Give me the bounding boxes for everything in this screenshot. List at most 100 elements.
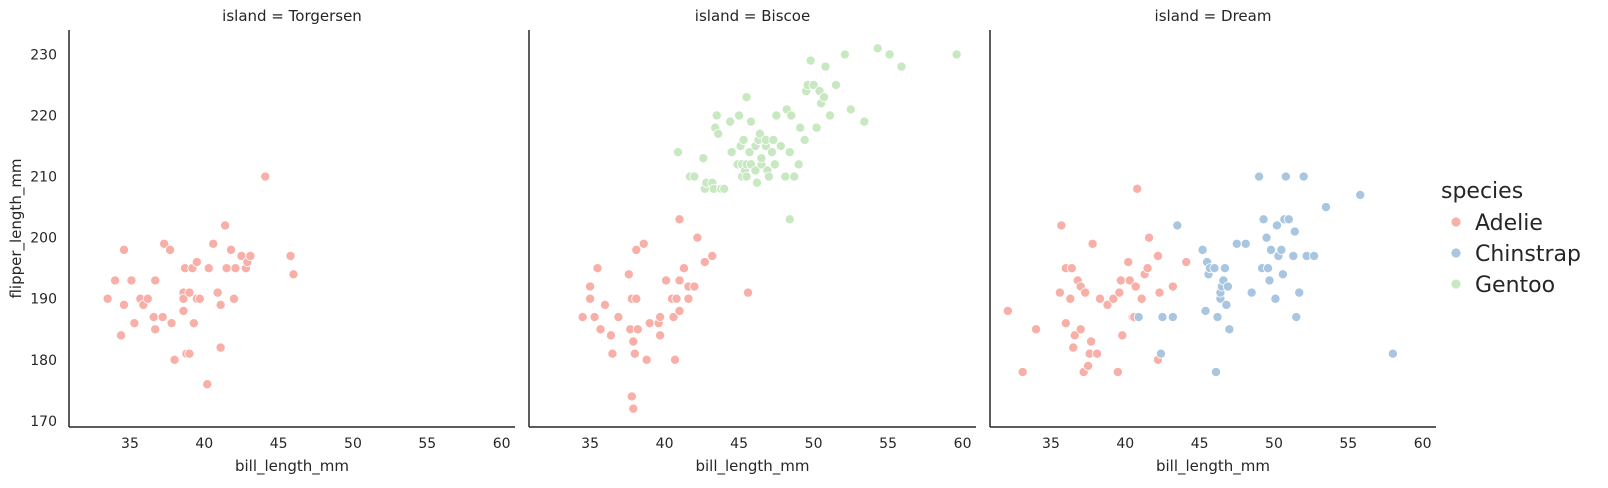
data-point-adelie — [699, 257, 710, 268]
data-point-gentoo — [784, 214, 795, 225]
data-point-gentoo — [784, 147, 795, 158]
data-point-adelie — [166, 318, 177, 329]
data-point-chinstrap — [1355, 189, 1366, 200]
data-point-gentoo — [872, 43, 883, 54]
x-tick-label: 50 — [344, 436, 362, 452]
data-point-adelie — [668, 312, 679, 323]
x-axis-label: bill_length_mm — [695, 457, 809, 476]
y-tick-label: 170 — [30, 414, 57, 430]
data-point-gentoo — [786, 110, 797, 121]
data-point-chinstrap — [1231, 238, 1242, 249]
data-point-adelie — [229, 293, 240, 304]
data-point-adelie — [644, 318, 655, 329]
data-point-gentoo — [845, 104, 856, 115]
data-point-adelie — [1130, 281, 1141, 292]
data-point-adelie — [1123, 257, 1134, 268]
legend-marker-adelie — [1450, 216, 1462, 228]
data-point-gentoo — [713, 128, 724, 139]
data-point-adelie — [631, 244, 642, 255]
x-tick-label: 60 — [954, 436, 972, 452]
data-point-adelie — [1060, 318, 1071, 329]
data-point-chinstrap — [1263, 263, 1274, 274]
data-point-adelie — [221, 263, 232, 274]
legend-title: species — [1441, 179, 1523, 204]
data-point-adelie — [585, 281, 596, 292]
data-point-adelie — [1154, 287, 1165, 298]
data-point-chinstrap — [1276, 244, 1287, 255]
data-point-adelie — [119, 299, 130, 310]
data-point-gentoo — [756, 153, 767, 164]
x-tick-label: 50 — [1265, 436, 1283, 452]
y-tick-label: 190 — [30, 292, 57, 308]
data-point-chinstrap — [1133, 312, 1144, 323]
data-point-gentoo — [811, 122, 822, 133]
data-point-gentoo — [698, 153, 709, 164]
data-point-gentoo — [741, 92, 752, 103]
legend-label-adelie: Adelie — [1475, 211, 1543, 236]
data-point-adelie — [184, 348, 195, 359]
data-point-adelie — [226, 244, 237, 255]
data-point-adelie — [613, 312, 624, 323]
data-point-gentoo — [754, 128, 765, 139]
data-point-chinstrap — [1320, 202, 1331, 213]
data-point-adelie — [260, 171, 271, 182]
data-point-chinstrap — [1200, 305, 1211, 316]
data-point-gentoo — [795, 122, 806, 133]
data-point-chinstrap — [1240, 238, 1251, 249]
data-point-chinstrap — [1157, 312, 1168, 323]
data-point-adelie — [1181, 257, 1192, 268]
data-point-adelie — [188, 318, 199, 329]
data-point-gentoo — [808, 79, 819, 90]
data-point-adelie — [165, 244, 176, 255]
data-point-adelie — [116, 330, 127, 341]
data-point-adelie — [1112, 367, 1123, 378]
data-point-adelie — [110, 275, 121, 286]
data-point-adelie — [126, 275, 137, 286]
data-point-gentoo — [839, 49, 850, 60]
x-tick-label: 45 — [270, 436, 288, 452]
data-point-gentoo — [820, 61, 831, 72]
legend-marker-chinstrap — [1450, 247, 1462, 259]
x-tick-label: 35 — [1042, 436, 1060, 452]
data-point-chinstrap — [1246, 287, 1257, 298]
data-point-adelie — [683, 293, 694, 304]
data-point-adelie — [599, 299, 610, 310]
data-point-adelie — [208, 238, 219, 249]
data-point-adelie — [142, 293, 153, 304]
data-point-gentoo — [719, 183, 730, 194]
data-point-gentoo — [789, 171, 800, 182]
data-point-adelie — [150, 275, 161, 286]
data-point-gentoo — [766, 147, 777, 158]
data-point-adelie — [1132, 183, 1143, 194]
data-point-chinstrap — [1155, 348, 1166, 359]
data-point-adelie — [150, 324, 161, 335]
data-point-adelie — [1056, 220, 1067, 231]
x-tick-label: 35 — [581, 436, 599, 452]
data-point-chinstrap — [1172, 220, 1183, 231]
data-point-gentoo — [819, 92, 830, 103]
x-axis-label: bill_length_mm — [235, 457, 349, 476]
data-point-adelie — [577, 312, 588, 323]
data-point-adelie — [1086, 336, 1097, 347]
data-point-gentoo — [763, 171, 774, 182]
data-point-adelie — [184, 287, 195, 298]
x-tick-label: 40 — [1116, 436, 1134, 452]
data-point-adelie — [148, 312, 159, 323]
data-point-adelie — [1068, 342, 1079, 353]
data-point-adelie — [178, 293, 189, 304]
x-tick-label: 60 — [493, 436, 511, 452]
data-point-adelie — [129, 318, 140, 329]
data-point-gentoo — [689, 171, 700, 182]
data-point-adelie — [1102, 299, 1113, 310]
data-point-adelie — [743, 287, 754, 298]
facet-title: island = Dream — [1155, 7, 1272, 25]
data-point-adelie — [623, 269, 634, 280]
data-point-chinstrap — [1222, 281, 1233, 292]
data-point-chinstrap — [1264, 275, 1275, 286]
data-point-adelie — [169, 354, 180, 365]
data-point-chinstrap — [1265, 244, 1276, 255]
data-point-adelie — [655, 330, 666, 341]
x-tick-label: 45 — [730, 436, 748, 452]
data-point-gentoo — [896, 61, 907, 72]
data-point-adelie — [1087, 238, 1098, 249]
